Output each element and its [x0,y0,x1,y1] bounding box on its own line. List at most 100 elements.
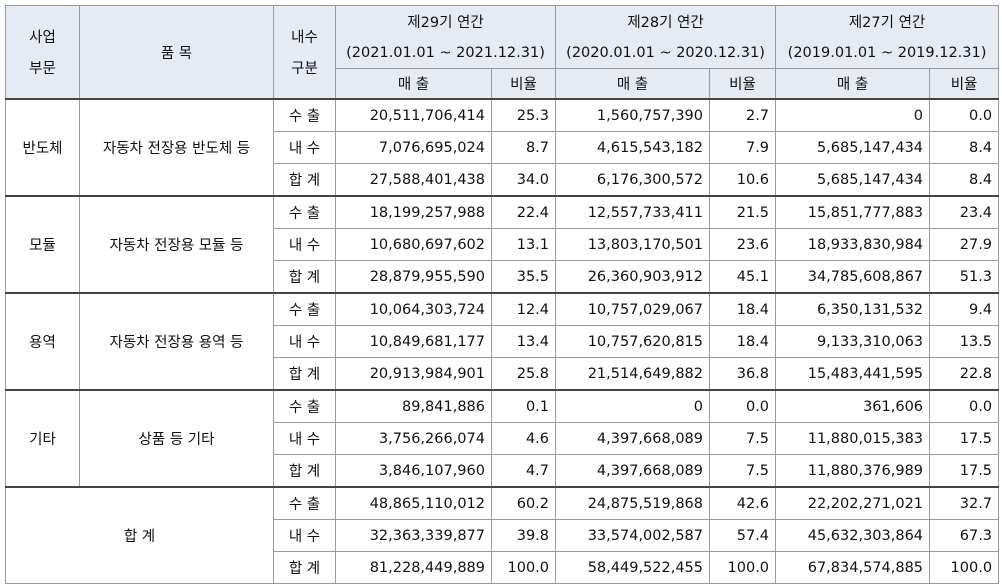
sales-cell: 0 [775,98,931,132]
ratio-cell: 13.4 [490,325,557,358]
sales-cell: 89,841,886 [335,389,492,423]
header-business-line2: 부문 [29,61,56,77]
header-domestic-line1: 내수 [291,30,318,46]
table-row: 반도체 자동차 전장용 반도체 등 수 출 20,511,706,414 25.… [5,98,1000,197]
ratio-cell: 4.7 [490,454,557,488]
sales-cell: 11,880,376,989 [775,454,931,488]
header-range-28: (2020.01.01 ~ 2020.12.31) [555,37,777,69]
table-row: 내 수 10,849,681,177 13.4 10,757,620,815 1… [6,325,1000,358]
sales-cell: 3,756,266,074 [335,422,492,455]
table-body: 반도체 자동차 전장용 반도체 등 수 출 20,511,706,414 25.… [5,98,1000,584]
type-cell: 내 수 [273,228,336,261]
table-row: 모듈 자동차 전장용 모듈 등 수 출 18,199,257,988 22.4 … [5,195,1000,294]
sales-cell: 3,846,107,960 [335,454,492,488]
sales-cell: 4,397,668,089 [555,422,711,455]
sales-cell: 48,865,110,012 [335,486,492,520]
ratio-cell: 8.4 [929,163,1000,197]
sales-cell: 11,880,015,383 [775,422,931,455]
ratio-cell: 0.1 [490,389,557,423]
sales-cell: 15,483,441,595 [775,357,931,391]
header-business-segment: 사업 부문 [5,5,80,100]
header-domestic-line2: 구분 [291,61,318,77]
header-range-27: (2019.01.01 ~ 2019.12.31) [775,37,1000,69]
header-sales-27: 매 출 [775,68,931,100]
ratio-cell: 4.6 [490,422,557,455]
table-row: 합 계 28,879,955,590 35.5 26,360,903,912 4… [6,260,1000,294]
table-row: 합 계 27,588,401,438 34.0 6,176,300,572 10… [6,163,1000,197]
sales-cell: 6,350,131,532 [775,292,931,326]
product-cell: 자동차 전장용 반도체 등 [79,98,274,197]
ratio-cell: 13.5 [929,325,1000,358]
table-row: 내 수 10,680,697,602 13.1 13,803,170,501 2… [6,228,1000,261]
ratio-cell: 10.6 [709,163,777,197]
ratio-cell: 17.5 [929,422,1000,455]
sales-cell: 18,933,830,984 [775,228,931,261]
sales-cell: 10,849,681,177 [335,325,492,358]
ratio-cell: 36.8 [709,357,777,391]
business-segment-cell: 반도체 [5,98,80,197]
sales-cell: 10,757,029,067 [555,292,711,326]
sales-cell: 361,606 [775,389,931,423]
grand-total-label: 합 계 [5,486,274,584]
sales-cell: 32,363,339,877 [335,519,492,552]
ratio-cell: 12.4 [490,292,557,326]
sales-cell: 13,803,170,501 [555,228,711,261]
sales-cell: 9,133,310,063 [775,325,931,358]
business-segment-cell: 모듈 [5,195,80,294]
table-row: 내 수 32,363,339,877 39.8 33,574,002,587 5… [6,519,1000,552]
ratio-cell: 51.3 [929,260,1000,294]
header-ratio-29: 비율 [490,68,557,100]
ratio-cell: 32.7 [929,486,1000,520]
table-row: 용역 자동차 전장용 용역 등 수 출 10,064,303,724 12.4 … [5,292,1000,391]
table-header: 사업 부문 품 목 내수 구분 제29기 연간 제28기 연간 제27기 연간 … [5,5,1000,100]
sales-cell: 4,615,543,182 [555,131,711,164]
ratio-cell: 7.5 [709,454,777,488]
sales-cell: 33,574,002,587 [555,519,711,552]
type-cell: 합 계 [273,551,336,584]
sales-cell: 26,360,903,912 [555,260,711,294]
ratio-cell: 100.0 [929,551,1000,584]
type-cell: 수 출 [273,98,336,132]
table-row: 합 계 20,913,984,901 25.8 21,514,649,882 3… [6,357,1000,391]
ratio-cell: 100.0 [490,551,557,584]
sales-cell: 6,176,300,572 [555,163,711,197]
type-cell: 합 계 [273,454,336,488]
sales-cell: 34,785,608,867 [775,260,931,294]
sales-cell: 5,685,147,434 [775,163,931,197]
type-cell: 수 출 [273,486,336,520]
sales-cell: 28,879,955,590 [335,260,492,294]
sales-cell: 10,757,620,815 [555,325,711,358]
ratio-cell: 2.7 [709,98,777,132]
ratio-cell: 8.7 [490,131,557,164]
header-period-29: 제29기 연간 [334,5,557,37]
header-ratio-27: 비율 [929,68,1000,100]
type-cell: 수 출 [273,292,336,326]
header-product: 품 목 [79,5,274,100]
sales-cell: 10,680,697,602 [335,228,492,261]
sales-cell: 24,875,519,868 [555,486,711,520]
sales-cell: 58,449,522,455 [555,551,711,584]
sales-cell: 45,632,303,864 [775,519,931,552]
ratio-cell: 18.4 [709,325,777,358]
ratio-cell: 60.2 [490,486,557,520]
ratio-cell: 45.1 [709,260,777,294]
sales-cell: 5,685,147,434 [775,131,931,164]
sales-cell: 20,511,706,414 [335,98,492,132]
sales-cell: 0 [555,389,711,423]
ratio-cell: 17.5 [929,454,1000,488]
sales-cell: 10,064,303,724 [335,292,492,326]
sales-cell: 12,557,733,411 [555,195,711,229]
ratio-cell: 34.0 [490,163,557,197]
ratio-cell: 22.8 [929,357,1000,391]
table-row: 기타 상품 등 기타 수 출 89,841,886 0.1 0 0.0 361,… [5,389,1000,488]
header-business-line1: 사업 [29,30,56,46]
header-period-27: 제27기 연간 [775,5,1000,37]
ratio-cell: 22.4 [490,195,557,229]
product-cell: 상품 등 기타 [79,389,274,488]
table-row: 합 계 수 출 48,865,110,012 60.2 24,875,519,8… [5,486,1000,584]
header-sales-28: 매 출 [555,68,711,100]
type-cell: 내 수 [273,131,336,164]
type-cell: 내 수 [273,519,336,552]
ratio-cell: 0.0 [929,389,1000,423]
header-sales-29: 매 출 [335,68,492,100]
